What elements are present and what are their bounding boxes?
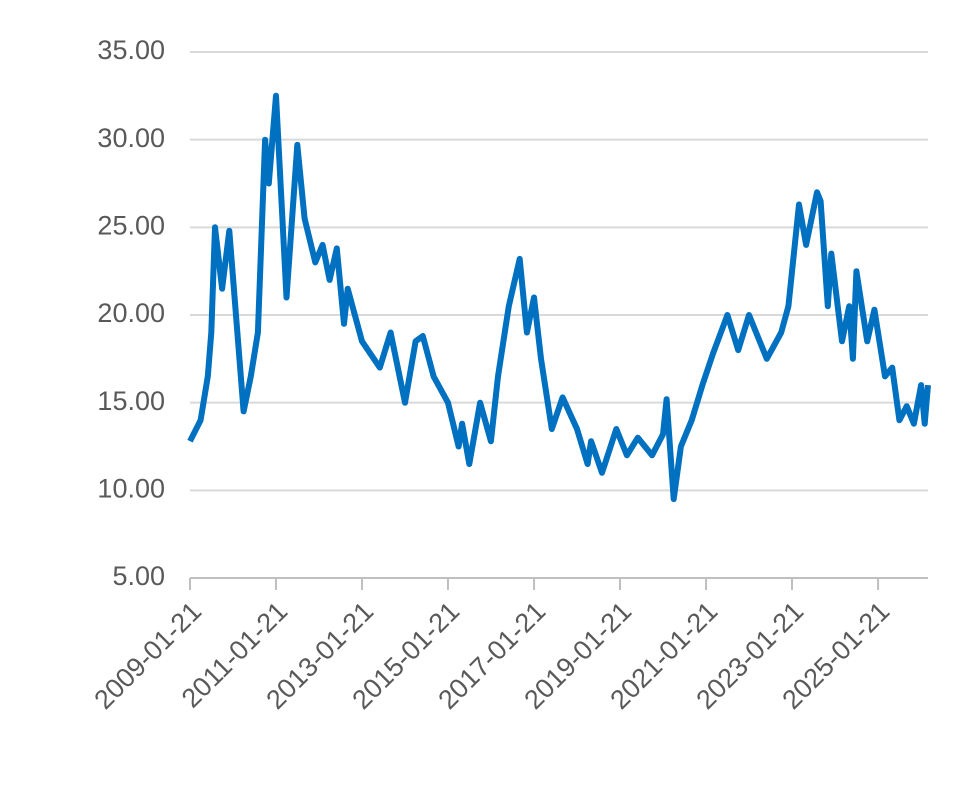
y-tick-label: 10.00 bbox=[97, 473, 165, 503]
y-tick-label: 20.00 bbox=[97, 298, 165, 328]
y-tick-label: 5.00 bbox=[112, 561, 165, 591]
y-tick-label: 15.00 bbox=[97, 386, 165, 416]
y-tick-label: 30.00 bbox=[97, 123, 165, 153]
y-tick-label: 25.00 bbox=[97, 210, 165, 240]
y-tick-label: 35.00 bbox=[97, 35, 165, 65]
line bbox=[187, 92, 931, 503]
